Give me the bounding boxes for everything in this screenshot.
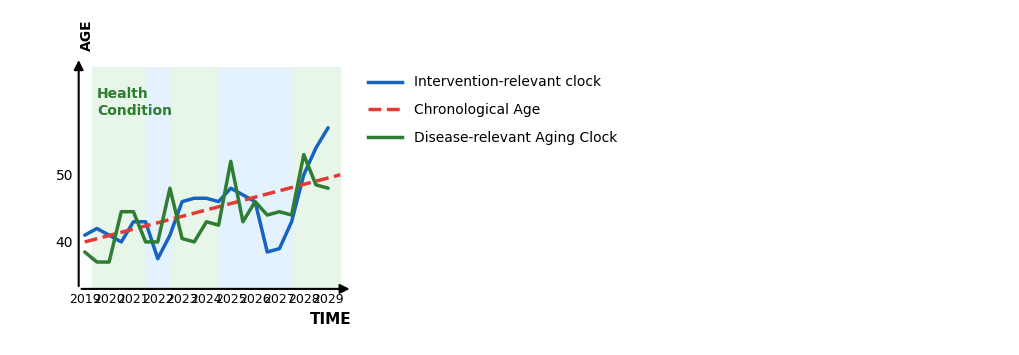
Bar bbox=[92, 67, 146, 289]
Text: AGE: AGE bbox=[81, 19, 95, 50]
Bar bbox=[146, 67, 170, 289]
Legend: Intervention-relevant clock, Chronological Age, Disease-relevant Aging Clock: Intervention-relevant clock, Chronologic… bbox=[362, 70, 622, 151]
Bar bbox=[218, 67, 291, 289]
Bar bbox=[291, 67, 340, 289]
Text: Health
Condition: Health Condition bbox=[97, 87, 172, 118]
Text: TIME: TIME bbox=[310, 312, 351, 327]
Bar bbox=[170, 67, 218, 289]
